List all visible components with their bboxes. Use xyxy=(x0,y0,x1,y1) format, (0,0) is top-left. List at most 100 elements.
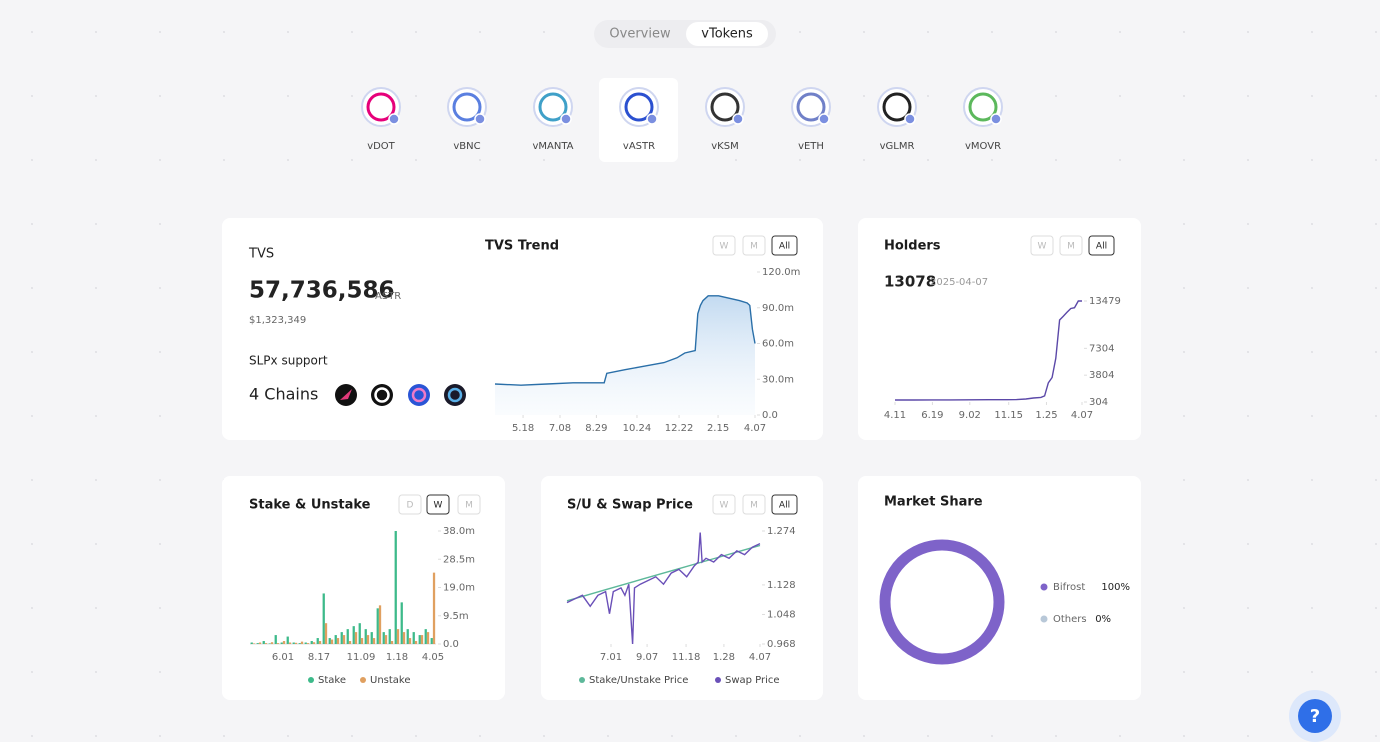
range-button-label[interactable]: D xyxy=(407,501,414,511)
legend-label: Swap Price xyxy=(725,675,780,686)
legend-swatch xyxy=(579,677,585,683)
bar xyxy=(354,632,358,644)
chain-icon-mark xyxy=(447,387,463,403)
help-icon[interactable]: ? xyxy=(1310,706,1320,727)
range-button[interactable] xyxy=(742,494,766,515)
y-tick-label: 120.0m xyxy=(762,267,800,278)
x-tick-label: 4.05 xyxy=(422,652,444,663)
token-label[interactable]: vASTR xyxy=(623,141,655,152)
range-button[interactable] xyxy=(457,494,481,515)
range-button-label[interactable]: All xyxy=(779,242,790,252)
bar xyxy=(378,605,382,644)
range-button[interactable] xyxy=(1059,235,1083,256)
range-button[interactable] xyxy=(1030,235,1054,256)
x-tick-label: 7.08 xyxy=(549,423,571,434)
legend-label: Stake xyxy=(318,675,346,686)
token-label[interactable]: vDOT xyxy=(367,141,395,152)
tab-overview[interactable]: Overview xyxy=(609,27,671,42)
bar xyxy=(250,642,253,644)
token-badge xyxy=(990,113,1002,125)
x-tick-label: 4.07 xyxy=(1071,410,1093,421)
bar xyxy=(316,638,319,644)
bar xyxy=(346,629,349,644)
tab-active-bg xyxy=(686,22,768,46)
bar xyxy=(340,632,343,644)
x-tick-label: 7.01 xyxy=(600,652,622,663)
token-icon-inner xyxy=(624,92,654,122)
bar xyxy=(288,642,292,644)
x-tick-label: 9.02 xyxy=(959,410,981,421)
chart-title: Stake & Unstake xyxy=(249,498,371,513)
range-button[interactable] xyxy=(771,494,798,515)
range-button[interactable] xyxy=(398,494,422,515)
range-button-label[interactable]: W xyxy=(720,242,729,252)
legend-label: Others xyxy=(1053,614,1087,625)
chain-icon xyxy=(408,384,430,406)
range-button[interactable] xyxy=(426,494,450,515)
tvs-unit: ASTR xyxy=(375,291,401,302)
tvs-label: TVS xyxy=(248,247,274,262)
y-tick-label: 13479 xyxy=(1089,296,1121,307)
bar xyxy=(274,635,277,644)
x-tick-label: 1.18 xyxy=(386,652,408,663)
legend-label: Bifrost xyxy=(1053,582,1085,593)
tab-vtokens[interactable]: vTokens xyxy=(701,27,753,42)
y-tick-label: 30.0m xyxy=(762,374,794,385)
range-button-label[interactable]: W xyxy=(1038,242,1047,252)
range-button[interactable] xyxy=(712,235,736,256)
y-tick-label: 304 xyxy=(1089,397,1108,408)
bar xyxy=(394,531,397,644)
bar xyxy=(328,638,331,644)
legend-value: 100% xyxy=(1101,582,1130,593)
legend-label: Unstake xyxy=(370,675,411,686)
token-label[interactable]: vETH xyxy=(798,141,824,152)
token-label[interactable]: vMANTA xyxy=(532,141,573,152)
bar xyxy=(390,641,394,644)
token-badge xyxy=(904,113,916,125)
range-button[interactable] xyxy=(1088,235,1115,256)
range-button-label[interactable]: M xyxy=(1067,242,1075,252)
bar xyxy=(258,642,262,644)
bar xyxy=(414,641,418,644)
bar xyxy=(286,636,289,644)
range-button-label[interactable]: M xyxy=(465,501,473,511)
chart-title: Market Share xyxy=(884,495,983,510)
bar xyxy=(366,635,370,644)
token-icon-inner xyxy=(796,92,826,122)
y-tick-label: 19.0m xyxy=(443,583,475,594)
bar xyxy=(370,632,373,644)
range-button-label[interactable]: W xyxy=(720,501,729,511)
range-button-label[interactable]: All xyxy=(1096,242,1107,252)
range-button[interactable] xyxy=(771,235,798,256)
range-button[interactable] xyxy=(712,494,736,515)
holders-count: 13078 xyxy=(884,273,936,291)
token-label[interactable]: vBNC xyxy=(453,141,480,152)
range-button-label[interactable]: All xyxy=(779,501,790,511)
bar xyxy=(388,629,391,644)
chains-count: 4 Chains xyxy=(249,385,318,404)
bar xyxy=(268,643,271,644)
range-button-label[interactable]: W xyxy=(434,501,443,511)
bar xyxy=(300,641,304,644)
x-tick-label: 11.09 xyxy=(347,652,376,663)
chain-icon-mark xyxy=(340,389,352,400)
bar xyxy=(396,629,400,644)
bar xyxy=(322,593,325,644)
line xyxy=(895,300,1082,401)
token-badge xyxy=(560,113,572,125)
slpx-label: SLPx support xyxy=(249,354,328,368)
x-tick-label: 8.17 xyxy=(308,652,330,663)
help-button[interactable] xyxy=(1298,699,1332,733)
chart-title: TVS Trend xyxy=(485,239,559,254)
bar xyxy=(292,642,295,644)
y-tick-label: 28.5m xyxy=(443,554,475,565)
token-label[interactable]: vGLMR xyxy=(880,141,915,152)
x-tick-label: 10.24 xyxy=(623,423,652,434)
token-label[interactable]: vMOVR xyxy=(965,141,1001,152)
range-button-label[interactable]: M xyxy=(750,501,758,511)
legend-label: Stake/Unstake Price xyxy=(589,675,688,686)
token-label[interactable]: vKSM xyxy=(711,141,738,152)
range-button[interactable] xyxy=(742,235,766,256)
range-button-label[interactable]: M xyxy=(750,242,758,252)
token-icon-inner xyxy=(538,92,568,122)
